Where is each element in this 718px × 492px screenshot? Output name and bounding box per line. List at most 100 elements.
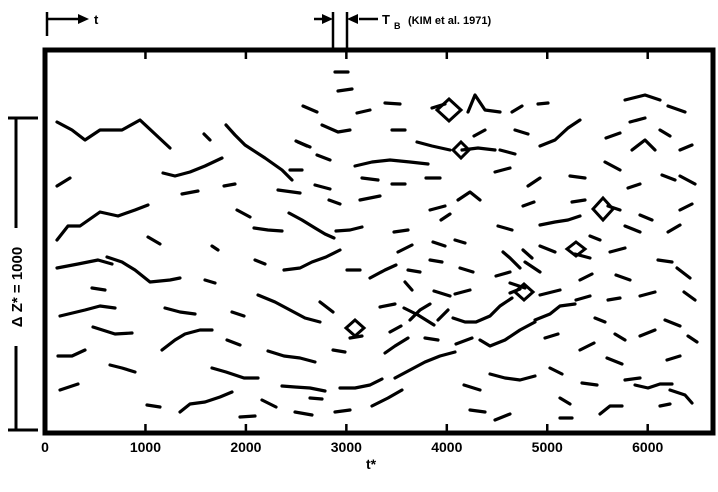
trace-segment <box>370 388 404 408</box>
trace-segment <box>538 244 557 254</box>
trace-segment <box>163 306 197 316</box>
trace-segment <box>252 226 284 233</box>
trace-segment <box>456 190 482 202</box>
trace-segment <box>548 366 564 376</box>
trace-segment <box>521 248 534 260</box>
trace-segment <box>108 363 137 374</box>
trace-segment <box>623 376 642 382</box>
trace-segment <box>202 132 212 142</box>
trace-segment <box>682 290 697 302</box>
trace-segment <box>160 328 214 352</box>
trace-segment <box>428 204 447 212</box>
trace-segment <box>462 383 482 392</box>
trace-segment <box>633 382 674 390</box>
trace-segment <box>315 153 332 162</box>
annotation-tb: T B (KIM et al. 1971) <box>314 12 491 48</box>
trace-segment <box>454 336 474 346</box>
trace-segment <box>276 188 302 195</box>
trace-segment <box>210 366 260 380</box>
trace-segment <box>210 244 220 252</box>
x-tick-label: 1000 <box>130 439 161 455</box>
trace-segment <box>666 104 687 114</box>
trace-segment <box>58 382 80 392</box>
trace-segment <box>580 381 599 387</box>
x-tick-label: 5000 <box>532 439 563 455</box>
trace-segment <box>468 408 487 414</box>
trace-segment <box>396 243 414 254</box>
trace-segment <box>614 273 632 282</box>
trace-segment <box>638 290 657 298</box>
trace-segment <box>415 140 452 152</box>
trace-segment <box>428 258 444 264</box>
trace-segment <box>161 156 224 178</box>
trace-segment <box>493 412 512 422</box>
trace-segment <box>538 288 562 297</box>
trace-segment <box>603 160 622 172</box>
trace-segment <box>253 258 267 266</box>
trace-segment <box>408 302 432 322</box>
trace-segment <box>686 334 699 344</box>
x-axis-label: t* <box>366 456 377 472</box>
trace-segment <box>526 176 542 188</box>
trace-segment <box>510 104 524 114</box>
x-tick-label: 0 <box>41 439 49 455</box>
diamond-marker <box>512 281 536 303</box>
trace-segment <box>260 398 278 409</box>
trace-segment <box>613 332 627 342</box>
trace-segment <box>90 286 107 292</box>
trace-segment <box>180 189 200 196</box>
trace-segment <box>308 396 324 401</box>
trace-segment <box>235 208 252 219</box>
trace-segment <box>451 296 514 324</box>
trace-segment <box>105 255 182 284</box>
trace-segment <box>663 318 682 328</box>
trace-segment <box>333 408 352 414</box>
trace-segment <box>570 198 587 204</box>
trace-segment <box>55 118 172 150</box>
trace-segment <box>280 384 327 393</box>
trace-segment <box>353 158 430 168</box>
x-tick-label: 6000 <box>632 439 663 455</box>
trace-segment <box>496 224 514 232</box>
trace-segment <box>392 228 410 234</box>
trace-segment <box>282 248 342 272</box>
trace-segment <box>543 332 560 340</box>
trace-segment <box>327 198 342 206</box>
trace-segment <box>266 349 317 364</box>
trace-segment <box>533 302 577 322</box>
trace-segment <box>360 176 380 182</box>
trace-segment <box>388 324 403 334</box>
trace-segments <box>55 70 699 422</box>
trace-segment <box>458 266 475 274</box>
trace-segment <box>293 410 314 417</box>
trace-segment <box>453 238 467 245</box>
trace-segment <box>675 266 692 280</box>
trace-segment <box>478 320 537 348</box>
y-scale-bar: Δ Z* = 1000 <box>6 116 38 432</box>
diamond-marker <box>564 240 588 258</box>
trace-segment <box>488 372 537 382</box>
trace-segment <box>368 263 398 280</box>
trace-segment <box>331 348 347 354</box>
trace-segment <box>630 138 657 152</box>
trace-segment <box>56 348 87 358</box>
trace-segment <box>578 272 594 282</box>
trace-segment <box>256 293 322 324</box>
trace-segment <box>55 176 72 188</box>
trace-segment <box>658 402 672 408</box>
trace-segment <box>439 212 452 222</box>
trace-segment <box>638 328 657 338</box>
trace-segment <box>55 203 150 242</box>
trace-segment <box>568 174 587 180</box>
trace-segment <box>666 223 682 234</box>
trace-segment <box>301 104 319 114</box>
trace-segment <box>178 390 234 414</box>
diamond-markers <box>343 96 616 339</box>
trace-segment <box>538 214 582 227</box>
trace-segment <box>623 93 662 102</box>
trace-segment <box>558 396 572 406</box>
trace-segment <box>574 294 592 302</box>
trace-segment <box>656 258 674 264</box>
trace-segment <box>224 123 294 182</box>
trace-segment <box>58 304 117 318</box>
